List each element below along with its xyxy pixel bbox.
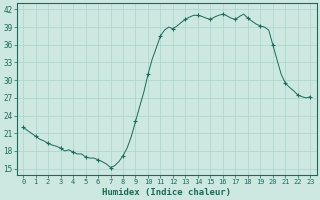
X-axis label: Humidex (Indice chaleur): Humidex (Indice chaleur) bbox=[102, 188, 231, 197]
